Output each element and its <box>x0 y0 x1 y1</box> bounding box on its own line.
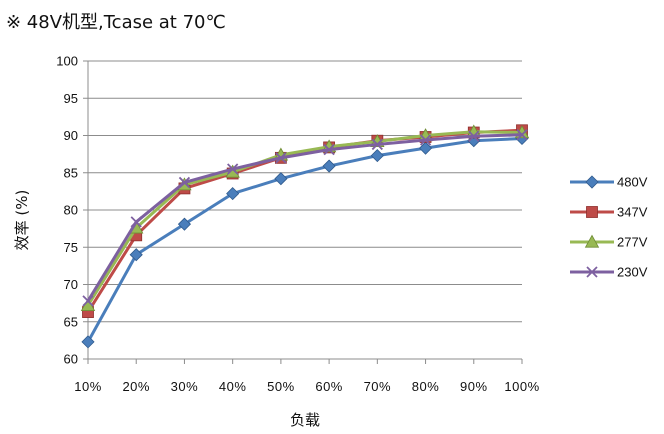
series-group <box>80 124 530 349</box>
x-tick-label: 50% <box>267 379 295 394</box>
legend-item: 480V <box>570 175 648 190</box>
data-point <box>468 130 480 142</box>
legend-label: 480V <box>617 175 648 190</box>
marker-stroke <box>323 144 335 156</box>
x-tick-label: 20% <box>122 379 150 394</box>
marker-stroke <box>586 266 598 278</box>
marker-stroke <box>516 129 528 141</box>
y-tick-label: 65 <box>64 314 78 329</box>
legend-item: 347V <box>570 205 648 220</box>
legend-label: 277V <box>617 235 648 250</box>
x-tick-label: 10% <box>74 379 102 394</box>
marker-stroke <box>130 216 142 228</box>
legend: 480V 347V 277V 230V <box>570 175 648 280</box>
marker-stroke <box>227 163 239 175</box>
grid-lines <box>88 60 522 323</box>
data-point <box>323 144 335 156</box>
y-tick-label: 60 <box>64 352 78 367</box>
series-line <box>86 136 524 344</box>
legend-marker <box>584 234 600 248</box>
y-tick-label: 75 <box>64 240 78 255</box>
marker-stroke <box>419 134 432 146</box>
legend-marker <box>586 266 598 278</box>
series-480V <box>81 131 529 349</box>
data-point <box>370 149 384 163</box>
y-tick-label: 100 <box>56 54 78 69</box>
legend-label: 347V <box>617 205 648 220</box>
y-tick-label: 80 <box>64 203 78 218</box>
chart-title: ※ 48V机型,Tcase at 70℃ <box>6 12 226 33</box>
y-tick-label: 95 <box>64 91 78 106</box>
x-ticks: 10% 20% 30% 40% 50% 60% 70% 80% 90% 100% <box>74 379 539 394</box>
data-point <box>516 129 528 141</box>
marker-stroke <box>468 130 480 142</box>
data-point <box>129 248 143 262</box>
legend-marker <box>585 175 599 189</box>
data-point <box>274 172 288 186</box>
legend-marker <box>586 206 598 218</box>
marker-stroke <box>275 152 287 164</box>
data-point <box>322 159 336 173</box>
data-point <box>226 187 240 201</box>
series-line <box>86 133 524 303</box>
y-axis-label: 效率 (%) <box>13 190 31 251</box>
legend-item: 230V <box>570 265 648 280</box>
x-tick-label: 80% <box>412 379 440 394</box>
series-230V <box>82 129 528 307</box>
marker-stroke <box>178 176 191 189</box>
x-tick-label: 70% <box>364 379 392 394</box>
data-point <box>371 138 383 151</box>
data-point <box>177 217 192 231</box>
series-line <box>86 130 524 307</box>
x-axis-label: 负载 <box>290 411 320 429</box>
legend-label: 230V <box>617 265 648 280</box>
marker-stroke <box>82 295 94 307</box>
data-point <box>82 295 94 307</box>
data-point <box>130 216 142 228</box>
data-point <box>178 176 191 189</box>
x-tick-label: 60% <box>315 379 343 394</box>
x-tick-label: 90% <box>460 379 488 394</box>
data-point <box>81 335 95 349</box>
data-point <box>419 134 432 146</box>
data-point <box>418 141 433 155</box>
data-point <box>275 152 287 164</box>
y-ticks: 60 65 70 75 80 85 90 95 100 <box>56 54 78 367</box>
x-tick-label: 40% <box>219 379 247 394</box>
y-tick-label: 85 <box>64 165 78 180</box>
x-tick-label: 100% <box>504 379 539 394</box>
legend-item: 277V <box>570 235 648 250</box>
data-point <box>227 163 239 175</box>
x-tick-label: 30% <box>171 379 199 394</box>
marker-stroke <box>371 138 383 151</box>
y-tick-label: 90 <box>64 128 78 143</box>
y-tick-label: 70 <box>64 277 78 292</box>
